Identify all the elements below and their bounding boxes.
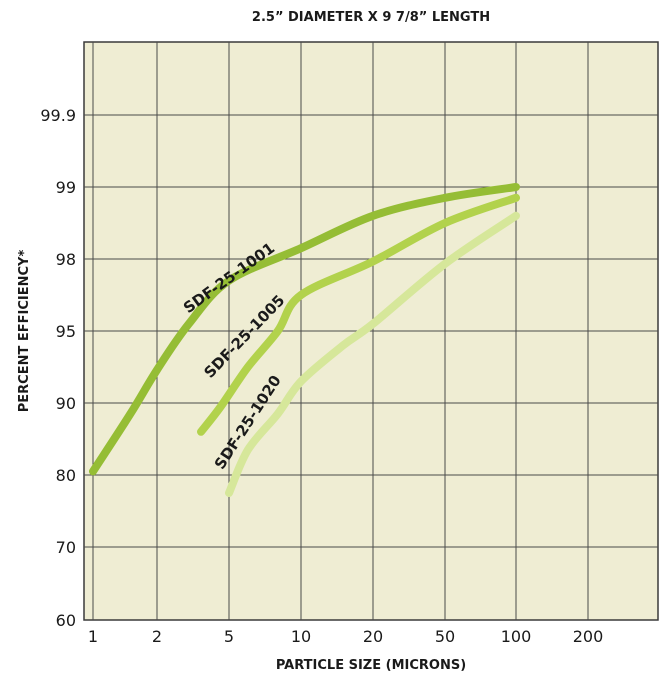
- y-tick-label: 90: [56, 394, 76, 413]
- series-curve-SDF-25-1005: [197, 193, 520, 436]
- x-tick-label: 10: [291, 627, 311, 646]
- x-tick-label: 20: [363, 627, 383, 646]
- x-tick-label: 100: [501, 627, 532, 646]
- y-tick-label: 99.9: [40, 106, 76, 125]
- x-axis-label: PARTICLE SIZE (MICRONS): [276, 658, 466, 673]
- grid: [84, 42, 658, 620]
- y-tick-label: 99: [56, 178, 76, 197]
- y-tick-label: 60: [56, 611, 76, 630]
- x-tick-labels: 1 2 5 10 20 50 100 200: [88, 627, 603, 646]
- x-tick-label: 5: [224, 627, 234, 646]
- x-tick-label: 200: [573, 627, 604, 646]
- y-tick-labels: 60 70 80 90 95 98 99 99.9: [40, 106, 76, 630]
- series-curve-SDF-25-1001: [89, 183, 520, 476]
- x-tick-label: 1: [88, 627, 98, 646]
- curves: [89, 183, 520, 497]
- y-tick-label: 70: [56, 538, 76, 557]
- y-tick-label: 98: [56, 250, 76, 269]
- chart-title: 2.5” DIAMETER X 9 7/8” LENGTH: [252, 10, 490, 25]
- y-tick-label: 95: [56, 322, 76, 341]
- x-tick-label: 50: [435, 627, 455, 646]
- x-tick-label: 2: [152, 627, 162, 646]
- series-curve-SDF-25-1020: [225, 211, 520, 497]
- y-tick-label: 80: [56, 466, 76, 485]
- y-axis-label: PERCENT EFFICIENCY*: [17, 250, 32, 413]
